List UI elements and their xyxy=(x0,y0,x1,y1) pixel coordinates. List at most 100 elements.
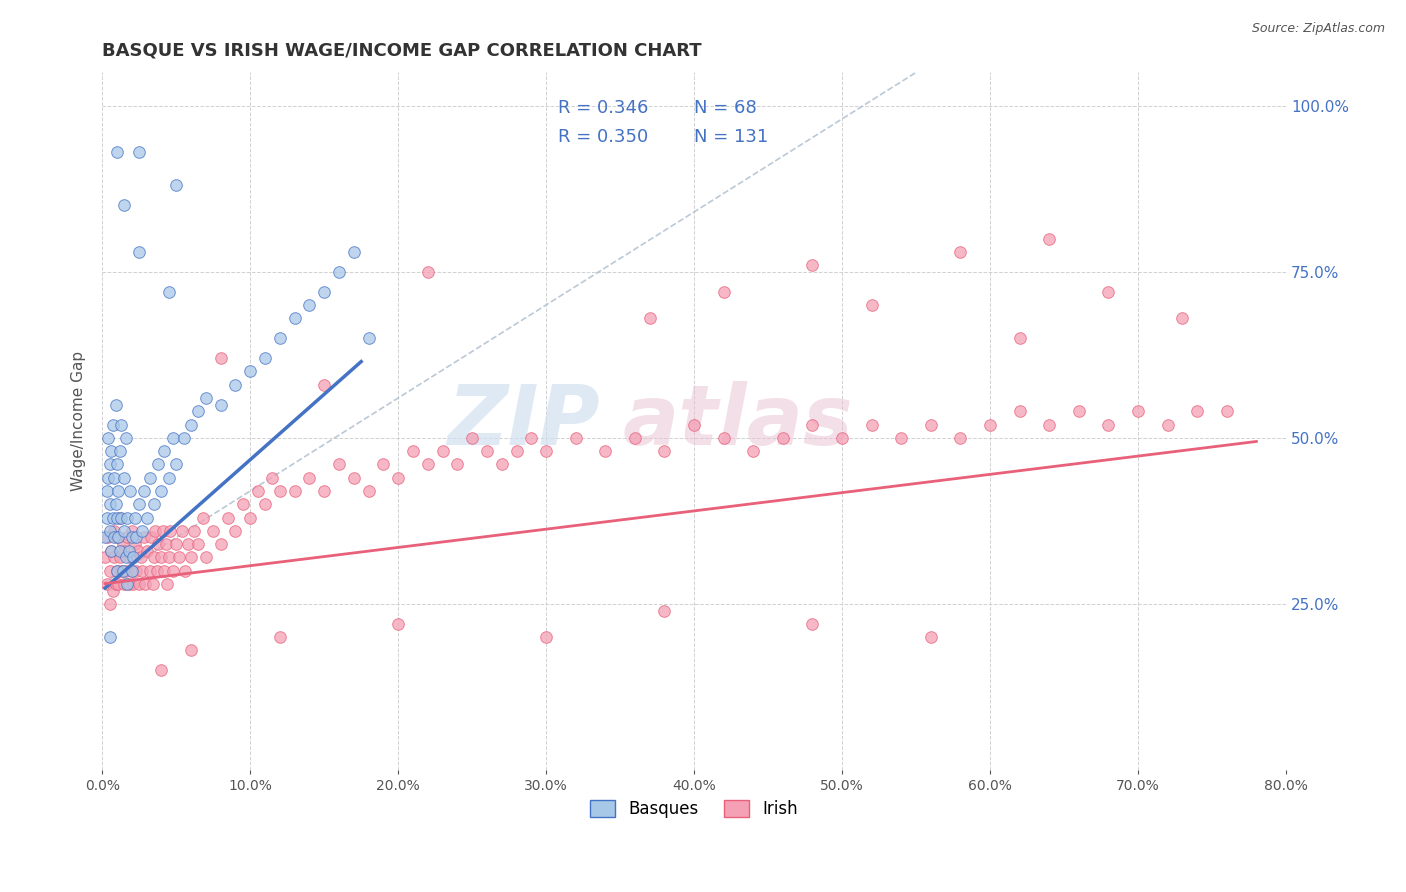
Point xyxy=(110,510,132,524)
Point xyxy=(187,404,209,418)
Y-axis label: Wage/Income Gap: Wage/Income Gap xyxy=(72,351,86,491)
Point xyxy=(1008,331,1031,345)
Point xyxy=(150,483,173,498)
Point xyxy=(180,643,202,657)
Point xyxy=(121,524,143,538)
Point xyxy=(801,417,824,432)
Point xyxy=(107,577,129,591)
Point xyxy=(131,524,153,538)
Point xyxy=(104,398,127,412)
Point xyxy=(801,616,824,631)
Point xyxy=(180,417,202,432)
Point xyxy=(165,178,187,193)
Point xyxy=(132,531,155,545)
Point xyxy=(920,417,942,432)
Point xyxy=(314,285,336,299)
Point xyxy=(373,458,395,472)
Point xyxy=(153,564,176,578)
Point xyxy=(284,311,307,326)
Point xyxy=(112,524,135,538)
Point xyxy=(1097,285,1119,299)
Point xyxy=(491,458,513,472)
Point xyxy=(624,431,647,445)
Point xyxy=(108,444,131,458)
Point xyxy=(135,543,157,558)
Point xyxy=(416,458,439,472)
Text: BASQUE VS IRISH WAGE/INCOME GAP CORRELATION CHART: BASQUE VS IRISH WAGE/INCOME GAP CORRELAT… xyxy=(103,42,702,60)
Legend: Basques, Irish: Basques, Irish xyxy=(583,793,804,824)
Point xyxy=(534,630,557,644)
Point xyxy=(253,351,276,365)
Point xyxy=(96,510,118,524)
Point xyxy=(387,616,409,631)
Point xyxy=(110,417,132,432)
Point xyxy=(111,564,134,578)
Point xyxy=(1156,417,1178,432)
Point xyxy=(125,531,148,545)
Point xyxy=(129,550,152,565)
Point xyxy=(387,471,409,485)
Point xyxy=(117,577,139,591)
Point xyxy=(416,265,439,279)
Point xyxy=(135,510,157,524)
Point xyxy=(173,431,195,445)
Point xyxy=(138,564,160,578)
Point xyxy=(183,524,205,538)
Point xyxy=(172,524,194,538)
Text: atlas: atlas xyxy=(623,381,853,462)
Point xyxy=(1171,311,1194,326)
Point xyxy=(159,524,181,538)
Point xyxy=(432,444,454,458)
Point xyxy=(446,458,468,472)
Point xyxy=(101,583,124,598)
Point xyxy=(127,543,149,558)
Point xyxy=(143,550,166,565)
Point xyxy=(194,391,217,405)
Point xyxy=(328,265,350,279)
Point xyxy=(98,458,121,472)
Point xyxy=(232,497,254,511)
Point xyxy=(269,483,291,498)
Point xyxy=(224,377,246,392)
Point xyxy=(979,417,1001,432)
Point xyxy=(461,431,484,445)
Point xyxy=(328,458,350,472)
Point xyxy=(98,630,121,644)
Point xyxy=(156,577,179,591)
Point xyxy=(118,577,141,591)
Point xyxy=(94,550,117,565)
Point xyxy=(162,431,184,445)
Text: N = 68: N = 68 xyxy=(695,99,756,117)
Point xyxy=(105,564,128,578)
Point xyxy=(534,444,557,458)
Point xyxy=(298,471,321,485)
Point xyxy=(209,351,232,365)
Point xyxy=(146,564,169,578)
Point xyxy=(117,510,139,524)
Point xyxy=(253,497,276,511)
Point xyxy=(890,431,912,445)
Point xyxy=(120,550,142,565)
Point xyxy=(98,564,121,578)
Point xyxy=(683,417,706,432)
Point xyxy=(97,471,120,485)
Point xyxy=(124,510,146,524)
Point xyxy=(654,603,676,617)
Point xyxy=(104,497,127,511)
Point xyxy=(343,244,366,259)
Point xyxy=(165,537,187,551)
Point xyxy=(262,471,284,485)
Point xyxy=(801,258,824,272)
Point xyxy=(165,458,187,472)
Point xyxy=(343,471,366,485)
Point xyxy=(115,564,138,578)
Point xyxy=(100,543,122,558)
Point xyxy=(103,550,125,565)
Point xyxy=(107,483,129,498)
Point xyxy=(115,431,138,445)
Point xyxy=(194,550,217,565)
Point xyxy=(100,444,122,458)
Point xyxy=(520,431,543,445)
Point xyxy=(112,577,135,591)
Point xyxy=(108,550,131,565)
